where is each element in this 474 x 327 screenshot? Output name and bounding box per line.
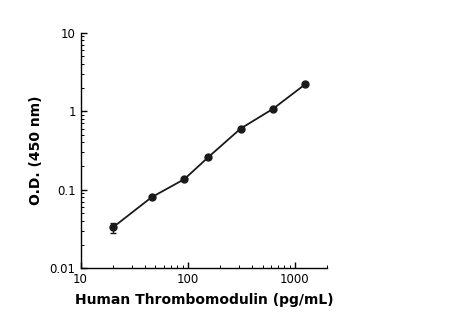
Y-axis label: O.D. (450 nm): O.D. (450 nm) [29, 96, 43, 205]
X-axis label: Human Thrombomodulin (pg/mL): Human Thrombomodulin (pg/mL) [74, 293, 333, 307]
